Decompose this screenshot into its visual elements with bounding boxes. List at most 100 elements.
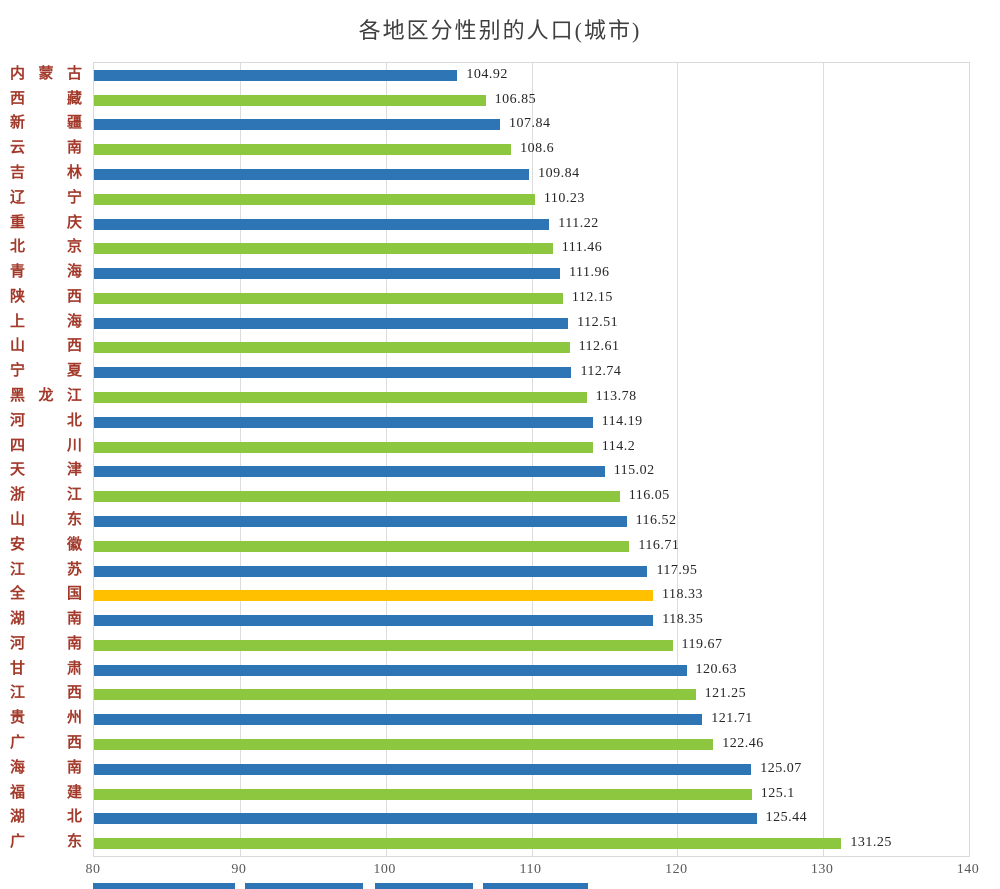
bar-value-label: 125.1 — [760, 785, 795, 801]
y-axis-label: 北京 — [10, 239, 82, 256]
y-axis-label: 辽宁 — [10, 189, 82, 206]
bar-value-label: 125.07 — [760, 760, 802, 776]
bar-value-label: 117.95 — [656, 562, 698, 578]
bar-11 — [94, 317, 569, 329]
bar-value-label: 106.85 — [494, 91, 537, 107]
y-axis-label: 云南 — [10, 140, 82, 157]
bar-value-label: 112.74 — [580, 364, 622, 380]
x-axis-tick-label: 100 — [373, 862, 396, 877]
bar-5 — [94, 169, 530, 181]
y-axis-label: 黑龙江 — [10, 388, 82, 405]
y-axis-label: 河北 — [10, 412, 82, 429]
bar-value-label: 111.22 — [558, 215, 599, 231]
bar-value-label: 116.05 — [628, 488, 670, 504]
bar-value-label: 115.02 — [613, 463, 655, 479]
bar-value-label: 119.67 — [681, 636, 723, 652]
gridline — [531, 63, 533, 856]
bar-value-label: 121.71 — [711, 711, 753, 727]
bar-value-label: 121.25 — [704, 686, 747, 702]
y-axis-label: 山东 — [10, 511, 82, 528]
bar-25 — [94, 664, 687, 676]
y-axis-label: 广西 — [10, 734, 82, 751]
bar-18 — [94, 491, 620, 503]
chart-title: 各地区分性别的人口(城市) — [358, 18, 642, 43]
gridline — [385, 63, 387, 856]
bar-value-label: 112.61 — [578, 339, 620, 355]
bar-16 — [94, 441, 593, 453]
bar-value-label: 111.96 — [569, 265, 610, 281]
y-axis-label: 重庆 — [10, 214, 82, 231]
y-axis-label: 青海 — [10, 264, 82, 281]
bar-value-label: 104.92 — [466, 66, 508, 82]
bar-value-label: 125.44 — [765, 810, 808, 826]
bar-2 — [94, 94, 486, 106]
bar-10 — [94, 292, 563, 304]
bar-26 — [94, 689, 696, 701]
bar-32 — [94, 838, 842, 850]
x-axis-tick-label: 80 — [85, 862, 101, 877]
bar-15 — [94, 416, 593, 428]
bar-31 — [94, 813, 757, 825]
bar-7 — [94, 218, 550, 230]
x-axis-tick-label: 130 — [810, 862, 834, 877]
gridline — [677, 63, 679, 856]
x-axis-tick-label: 110 — [519, 862, 542, 877]
bar-24 — [94, 639, 673, 651]
bar-27 — [94, 714, 703, 726]
y-axis-label: 上海 — [10, 313, 82, 330]
y-axis-label: 陕西 — [10, 288, 82, 305]
x-axis-tick-label: 90 — [231, 862, 247, 877]
bar-value-label: 109.84 — [538, 166, 580, 182]
y-axis-label: 新疆 — [10, 115, 82, 132]
gridline — [239, 63, 241, 856]
y-axis-label: 河南 — [10, 635, 82, 652]
bar-value-label: 113.78 — [595, 389, 637, 405]
cropped-bar-fragment — [245, 883, 363, 889]
y-axis-label: 湖南 — [10, 611, 82, 628]
bar-value-label: 120.63 — [695, 661, 738, 677]
bar-9 — [94, 268, 561, 280]
y-axis-label: 天津 — [10, 462, 82, 479]
bar-20 — [94, 540, 630, 552]
bar-value-label: 118.33 — [661, 587, 703, 603]
x-axis-tick-label: 140 — [956, 862, 980, 877]
y-axis-label: 山西 — [10, 338, 82, 355]
plot-area: 104.92 106.85 107.84 108.6 109.84 110.23 111.2… — [93, 62, 970, 857]
bar-30 — [94, 788, 752, 800]
y-axis-label: 西藏 — [10, 90, 82, 107]
x-axis-tick-label: 120 — [665, 862, 688, 877]
bar-value-label: 112.51 — [577, 314, 619, 330]
y-axis-label: 江西 — [10, 685, 82, 702]
bar-value-label: 111.46 — [561, 240, 603, 256]
y-axis-label: 四川 — [10, 437, 82, 454]
y-axis-label: 江苏 — [10, 561, 82, 578]
y-axis-label: 全国 — [10, 586, 82, 603]
bar-29 — [94, 763, 752, 775]
y-axis-label: 海南 — [10, 759, 82, 776]
y-axis-label: 甘肃 — [10, 660, 82, 677]
bar-3 — [94, 119, 500, 131]
bar-1 — [94, 69, 458, 81]
bar-17 — [94, 466, 605, 478]
bar-value-label: 114.2 — [601, 438, 636, 454]
cropped-bar-fragment — [93, 883, 235, 889]
bar-23 — [94, 615, 654, 627]
bar-12 — [94, 342, 570, 354]
bar-8 — [94, 243, 553, 255]
gridline — [823, 63, 825, 856]
bar-22 — [94, 590, 653, 602]
cropped-bar-fragment — [483, 883, 588, 889]
y-axis-label: 贵州 — [10, 710, 82, 727]
y-axis-label: 内蒙古 — [10, 65, 82, 82]
bar-4 — [94, 144, 512, 156]
bar-value-label: 110.23 — [543, 190, 585, 206]
bar-13 — [94, 367, 572, 379]
bar-21 — [94, 565, 648, 577]
y-axis-label: 浙江 — [10, 487, 82, 504]
cropped-bar-fragment — [375, 883, 473, 889]
bar-value-label: 131.25 — [850, 835, 892, 851]
bar-6 — [94, 193, 535, 205]
